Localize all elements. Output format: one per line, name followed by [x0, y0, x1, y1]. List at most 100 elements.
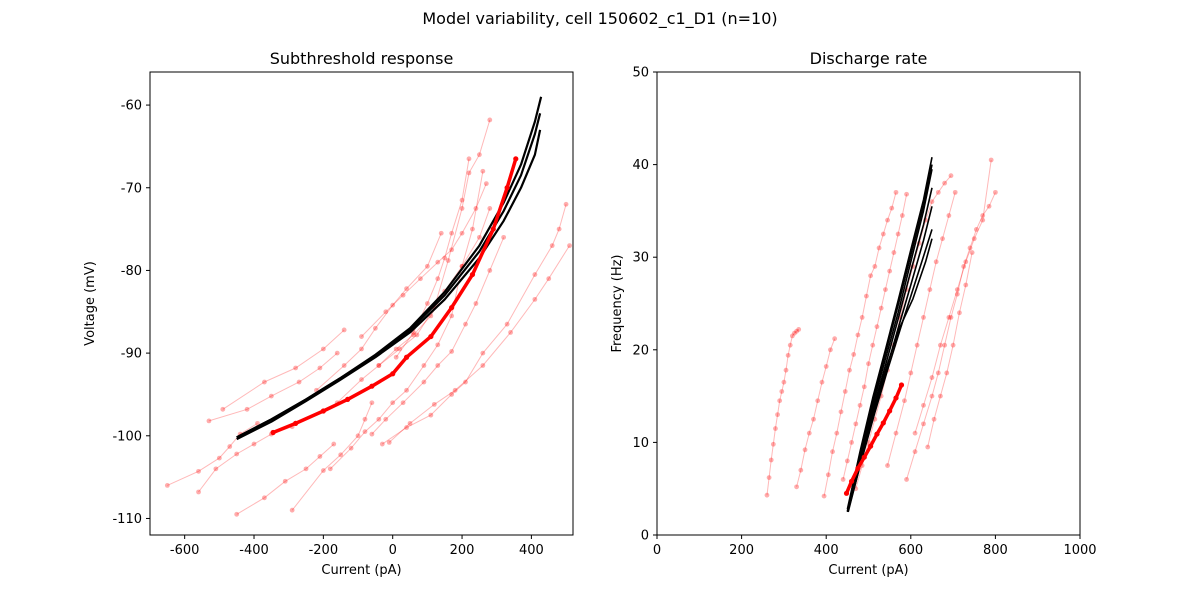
experiment-faint-point	[164, 482, 170, 488]
discharge-rate-series-model-13	[848, 229, 933, 506]
experiment-faint-point	[362, 416, 368, 422]
experiment-faint-point	[883, 287, 888, 293]
discharge-rate-x-tick-label: 800	[983, 543, 1008, 558]
experiment-faint-point	[487, 268, 493, 273]
experiment-faint-point	[878, 305, 884, 311]
experiment-faint-point	[411, 332, 416, 338]
experiment-faint-point	[880, 231, 886, 237]
subthreshold-response-series-experiment-faint-6	[314, 230, 444, 393]
subthreshold-response-x-tick-label: 400	[519, 543, 544, 558]
experiment-mean-point	[513, 156, 519, 162]
experiment-faint-point	[961, 264, 967, 269]
experiment-faint-point	[532, 296, 538, 302]
experiment-faint-point	[532, 272, 538, 277]
experiment-faint-point	[390, 400, 396, 406]
experiment-faint-point	[859, 314, 865, 320]
experiment-mean-point	[345, 396, 351, 403]
discharge-rate-y-tick-label: 20	[632, 343, 649, 358]
experiment-faint-line	[388, 245, 570, 443]
experiment-faint-point	[255, 420, 260, 426]
experiment-faint-point	[969, 250, 975, 255]
subthreshold-response-series-experiment-faint-13	[376, 117, 493, 368]
subthreshold-response-x-tick-label: -200	[309, 543, 339, 558]
experiment-faint-line	[208, 352, 338, 422]
experiment-faint-point	[844, 458, 850, 464]
experiment-mean-point	[887, 408, 893, 414]
experiment-faint-point	[234, 451, 240, 457]
experiment-faint-point	[908, 370, 914, 376]
experiment-faint-point	[971, 236, 977, 242]
experiment-faint-point	[796, 327, 802, 332]
experiment-faint-point	[206, 418, 212, 424]
subthreshold-response-series-model-16	[236, 96, 543, 439]
experiment-faint-point	[376, 416, 382, 422]
experiment-faint-point	[944, 370, 950, 376]
experiment-faint-point	[857, 402, 863, 408]
experiment-faint-point	[950, 342, 956, 348]
subthreshold-response-y-tick-label: -100	[112, 429, 142, 444]
experiment-faint-point	[216, 455, 222, 461]
experiment-faint-point	[431, 401, 437, 407]
subthreshold-response-y-tick-label: -70	[121, 181, 142, 196]
experiment-faint-point	[546, 276, 552, 282]
experiment-faint-point	[459, 230, 465, 236]
experiment-mean-point	[855, 465, 861, 471]
experiment-faint-point	[868, 273, 874, 279]
discharge-rate-x-tick-label: 1000	[1063, 543, 1096, 558]
experiment-faint-point	[362, 429, 368, 435]
experiment-mean-point	[490, 226, 496, 232]
experiment-faint-point	[563, 201, 569, 207]
subthreshold-response-x-tick-label: -600	[170, 543, 200, 558]
subthreshold-response-series-experiment-faint-4	[206, 350, 340, 424]
experiment-faint-point	[942, 180, 948, 186]
subthreshold-response-series-experiment-mean-18	[270, 156, 519, 436]
experiment-faint-point	[980, 217, 986, 223]
experiment-faint-point	[866, 361, 871, 367]
experiment-faint-point	[480, 363, 486, 368]
experiment-faint-point	[466, 170, 472, 176]
experiment-faint-point	[921, 314, 926, 320]
experiment-faint-point	[874, 324, 880, 330]
experiment-faint-point	[317, 454, 323, 459]
experiment-faint-point	[853, 421, 859, 427]
experiment-faint-point	[925, 444, 931, 450]
experiment-faint-point	[435, 259, 441, 265]
experiment-faint-point	[764, 492, 770, 498]
experiment-faint-point	[938, 393, 943, 399]
experiment-faint-point	[929, 375, 935, 380]
experiment-faint-point	[954, 291, 960, 297]
experiment-faint-point	[821, 493, 827, 499]
experiment-faint-point	[338, 452, 344, 458]
experiment-faint-point	[483, 181, 489, 187]
experiment-faint-line	[222, 329, 345, 410]
experiment-faint-line	[329, 171, 484, 470]
discharge-rate-series-experiment-faint-0	[764, 327, 802, 498]
experiment-faint-point	[390, 302, 396, 308]
discharge-rate-x-axis-label: Current (pA)	[828, 563, 908, 578]
experiment-faint-point	[459, 197, 465, 203]
experiment-faint-point	[234, 511, 240, 517]
experiment-faint-point	[372, 325, 378, 331]
experiment-mean-line	[844, 383, 904, 496]
experiment-faint-point	[480, 168, 486, 174]
experiment-faint-line	[914, 159, 992, 434]
experiment-faint-point	[902, 398, 907, 404]
experiment-faint-point	[487, 117, 493, 123]
experiment-faint-point	[414, 332, 420, 338]
subthreshold-response-x-tick-label: 200	[450, 543, 475, 558]
experiment-faint-point	[954, 287, 960, 293]
subthreshold-response-y-tick-label: -80	[121, 264, 142, 279]
experiment-faint-point	[487, 206, 493, 211]
experiment-faint-point	[435, 342, 441, 348]
experiment-mean-point	[868, 443, 874, 449]
experiment-faint-point	[251, 441, 257, 447]
experiment-faint-point	[993, 189, 998, 195]
experiment-faint-point	[379, 441, 385, 447]
experiment-faint-point	[400, 400, 406, 406]
experiment-faint-point	[885, 463, 890, 468]
experiment-faint-point	[463, 321, 468, 327]
experiment-faint-point	[921, 402, 926, 408]
subthreshold-response-title: Subthreshold response	[270, 49, 454, 68]
experiment-mean-point	[843, 490, 850, 496]
